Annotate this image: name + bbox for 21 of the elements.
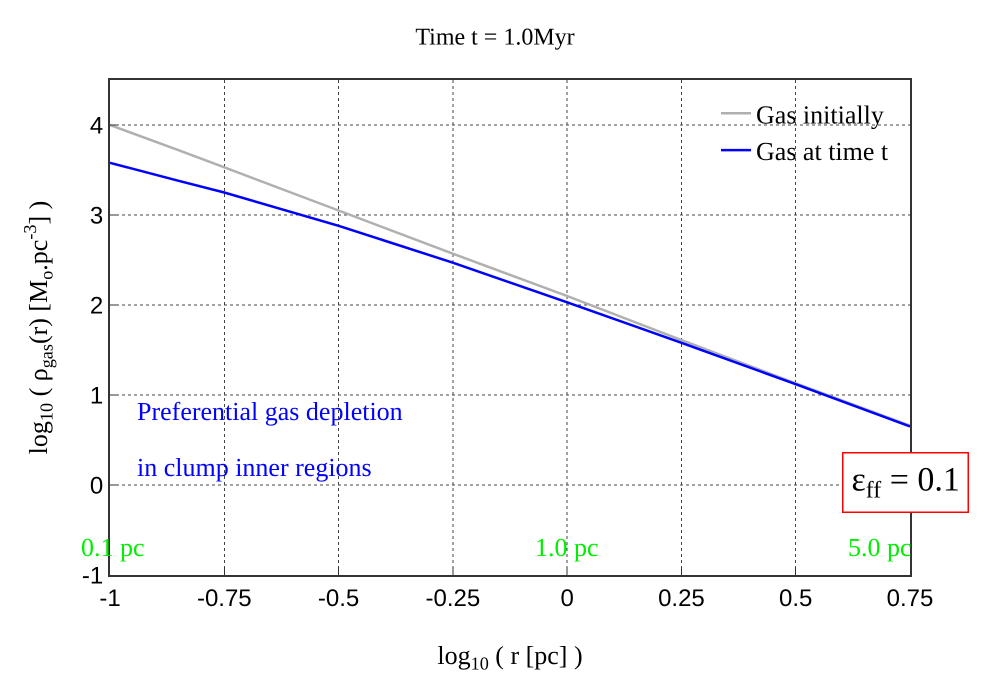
x-tick-label: 0.5 [779, 584, 812, 612]
y-tick-label: -1 [82, 562, 104, 590]
y-tick-label: 1 [90, 382, 104, 410]
x-tick-label: 0.75 [886, 584, 934, 612]
x-axis-title: log$_{10}$ ( r [pc] ) [437, 641, 583, 674]
legend-label: Gas initially [756, 100, 884, 130]
x-tick-label: -0.25 [426, 584, 480, 612]
x-tick-label: -0.75 [196, 584, 252, 612]
annotation: Preferential gas depletion [137, 397, 403, 426]
x-tick-label: 0 [560, 584, 574, 612]
y-tick-label: 0 [90, 472, 104, 500]
annotation: in clump inner regions [137, 453, 372, 482]
chart-title: Time t = 1.0Myr [415, 24, 575, 50]
y-tick-label: 3 [90, 202, 104, 230]
legend-label: Gas at time t [756, 137, 889, 166]
y-tick-label: 4 [90, 112, 104, 140]
annotation: 1.0 pc [535, 533, 599, 562]
y-tick-label: 2 [90, 292, 104, 320]
x-tick-label: -0.5 [318, 584, 360, 612]
x-tick-label: 0.25 [658, 584, 705, 612]
annotation: ε$_{ff}$ = 0.1 [852, 462, 960, 504]
